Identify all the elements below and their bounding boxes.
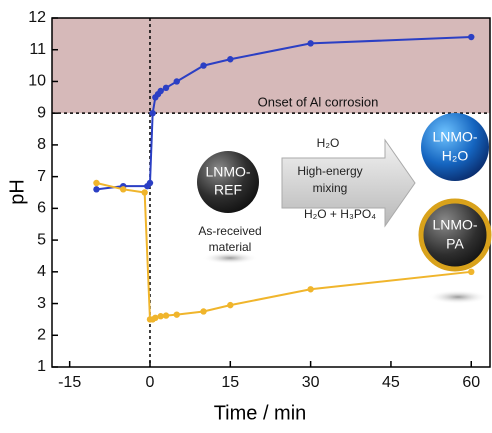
sphere-label: LNMO- [432, 217, 477, 233]
y-tick-label: 9 [37, 104, 46, 121]
data-point [163, 312, 169, 318]
data-point [468, 269, 474, 275]
x-tick-label: 30 [302, 374, 320, 391]
y-tick-label: 4 [37, 263, 46, 280]
process-label: mixing [313, 181, 348, 195]
y-tick-label: 11 [29, 41, 46, 58]
process-label: High-energy [297, 164, 362, 178]
x-tick-label: -15 [58, 374, 81, 391]
sphere-label: LNMO- [432, 129, 477, 145]
caption: material [209, 240, 252, 254]
y-axis-title: pH [6, 179, 28, 205]
sphere-label: PA [446, 236, 464, 252]
x-axis-title: Time / min [214, 402, 307, 424]
threshold-label: Onset of Al corrosion [258, 95, 379, 110]
x-tick-label: 45 [382, 374, 400, 391]
chart: Onset of Al corrosion123456789101112-150… [0, 0, 492, 428]
shadow [428, 290, 488, 304]
process-label: H₂O [317, 136, 340, 150]
data-point [147, 180, 153, 186]
data-point [93, 180, 99, 186]
data-point [149, 110, 155, 116]
data-point [307, 286, 313, 292]
data-point [307, 40, 313, 46]
data-point [93, 186, 99, 192]
x-tick-label: 0 [146, 374, 155, 391]
data-point [200, 62, 206, 68]
data-point [468, 34, 474, 40]
y-tick-label: 5 [37, 231, 46, 248]
data-point [157, 88, 163, 94]
caption: As-received [198, 224, 261, 238]
y-tick-label: 12 [28, 9, 46, 26]
y-tick-label: 3 [37, 295, 46, 312]
y-tick-label: 1 [37, 358, 46, 375]
data-point [120, 186, 126, 192]
y-tick-label: 2 [37, 326, 46, 343]
y-tick-label: 7 [37, 168, 46, 185]
y-tick-label: 6 [37, 200, 46, 217]
sphere-label: REF [214, 182, 242, 198]
data-point [141, 189, 147, 195]
sphere-label: H₂O [442, 148, 469, 164]
y-tick-label: 8 [37, 136, 46, 153]
sphere-label: LNMO- [205, 164, 250, 180]
x-tick-label: 15 [221, 374, 239, 391]
data-point [163, 85, 169, 91]
data-point [174, 311, 180, 317]
data-point [227, 56, 233, 62]
data-point [200, 308, 206, 314]
x-tick-label: 60 [462, 374, 480, 391]
data-point [227, 302, 233, 308]
process-label: H₂O + H₃PO₄ [304, 207, 376, 221]
data-point [174, 78, 180, 84]
y-tick-label: 10 [28, 73, 46, 90]
